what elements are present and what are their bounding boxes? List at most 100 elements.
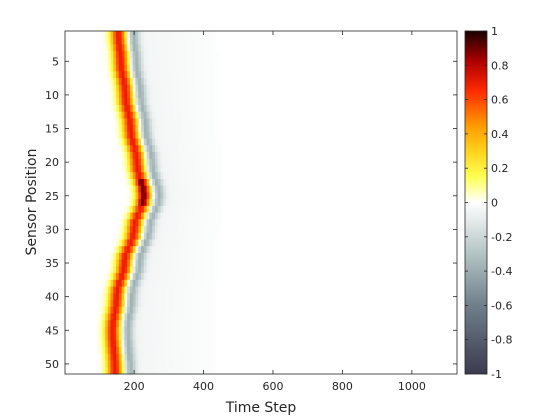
heatmap-cell [160,246,164,254]
heatmap-cell [193,172,197,180]
heatmap-cell [191,320,195,328]
heatmap-cell [157,84,161,92]
heatmap-cell [193,219,197,227]
heatmap-cell [121,353,125,361]
heatmap-cell [104,300,109,308]
heatmap-cell [193,347,197,355]
heatmap-cell [146,219,150,227]
heatmap-cell [196,98,200,106]
heatmap-cell [171,279,175,287]
heatmap-cell [210,152,214,160]
heatmap-cell [141,212,145,220]
heatmap-cell [132,347,136,355]
heatmap-cell [168,199,172,207]
heatmap-cell [163,192,167,200]
heatmap-cell [146,57,150,66]
heatmap-cell [146,212,150,220]
heatmap-cell [204,367,209,375]
heatmap-cell [157,111,161,119]
heatmap-cell [116,353,120,361]
heatmap-cell [107,286,111,294]
heatmap-cell [152,84,156,92]
heatmap-cell [213,300,217,308]
heatmap-cell [204,246,209,254]
heatmap-cell [157,313,161,321]
heatmap-cell [113,259,117,267]
heatmap-cell [199,252,203,261]
heatmap-cell [154,232,159,240]
heatmap-cell [207,353,211,361]
heatmap-cell [110,353,114,361]
heatmap-cell [182,306,186,314]
heatmap-cell [152,306,156,314]
heatmap-cell [160,313,164,321]
heatmap-cell [210,37,214,45]
heatmap-cell [152,64,156,72]
heatmap-cell [129,246,134,254]
heatmap-cell [166,347,170,355]
heatmap-cell [191,239,195,247]
heatmap-cell [113,340,117,348]
heatmap-cell [160,306,164,314]
heatmap-cell [188,44,192,52]
heatmap-cell [118,78,122,86]
heatmap-cell [196,199,200,207]
heatmap-cell [207,347,211,355]
heatmap-cell [149,152,153,160]
heatmap-cell [166,125,170,133]
heatmap-cell [174,340,178,348]
heatmap-cell [213,266,217,274]
heatmap-cell [146,347,150,355]
heatmap-cell [99,360,103,368]
heatmap-cell [199,367,203,375]
heatmap-cell [154,185,159,193]
heatmap-cell [121,104,125,113]
heatmap-cell [210,279,214,287]
heatmap-cell [141,252,145,261]
heatmap-cell [110,326,114,335]
heatmap-cell [124,178,128,187]
heatmap-cell [132,239,136,247]
heatmap-cell [199,31,203,39]
heatmap-cell [121,44,125,52]
heatmap-cell [168,192,172,200]
heatmap-cell [216,152,220,160]
heatmap-cell [146,326,150,335]
heatmap-cell [102,320,106,328]
heatmap-cell [207,31,211,39]
heatmap-cell [157,252,161,261]
heatmap-cell [132,91,136,99]
heatmap-cell [216,273,220,281]
heatmap-cell [135,279,139,287]
heatmap-cell [171,131,175,140]
heatmap-cell [216,71,220,79]
heatmap-cell [157,138,161,146]
heatmap-cell [118,145,122,153]
heatmap-cell [154,212,159,220]
heatmap-cell [216,158,220,166]
heatmap-cell [149,226,153,234]
heatmap-cell [118,286,122,294]
heatmap-cell [179,239,184,247]
heatmap-cell [141,51,145,59]
heatmap-cell [138,152,142,160]
heatmap-cell [157,145,161,153]
heatmap-cell [196,347,200,355]
heatmap-cell [185,152,189,160]
heatmap-cell [127,111,131,119]
heatmap-cell [157,212,161,220]
heatmap-cell [204,333,209,341]
heatmap-cell [121,64,125,72]
heatmap-cell [124,205,128,213]
heatmap-cell [191,192,195,200]
heatmap-cell [199,353,203,361]
heatmap-cell [118,340,122,348]
heatmap-cell [138,279,142,287]
heatmap-cell [218,185,222,193]
heatmap-cell [199,138,203,146]
heatmap-cell [129,172,134,180]
heatmap-cell [202,91,206,99]
heatmap-cell [116,347,120,355]
heatmap-cell [196,293,200,301]
